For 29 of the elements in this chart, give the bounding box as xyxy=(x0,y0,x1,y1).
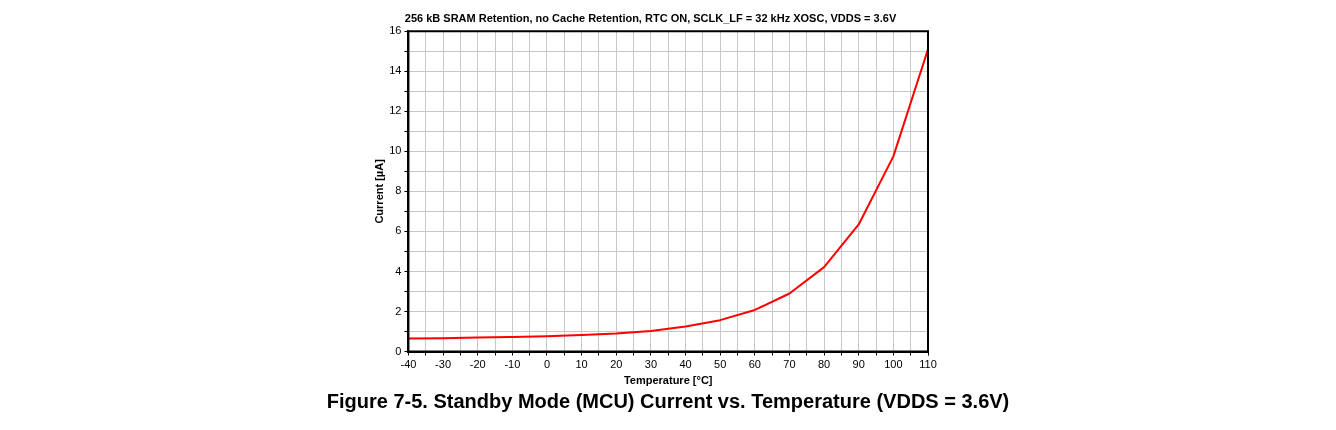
x-tick-label: 30 xyxy=(644,358,658,371)
x-tick-label: 80 xyxy=(817,358,831,371)
y-tick-label: 14 xyxy=(389,64,402,77)
x-tick-label: 60 xyxy=(748,358,761,371)
chart-title: 256 kB SRAM Retention, no Cache Retention, RTC ON, SCLK_LF = 32 kHz XOSC, VDDS = 3.6V xyxy=(404,11,897,24)
y-tick-label: 12 xyxy=(389,104,402,117)
x-tick-label: 110 xyxy=(919,358,937,371)
x-tick-label: 10 xyxy=(575,358,588,371)
y-tick-label: 8 xyxy=(395,184,402,197)
x-tick-label: -40 xyxy=(400,358,417,371)
x-tick-label: -20 xyxy=(469,358,486,371)
x-tick-label: 90 xyxy=(852,358,865,371)
x-axis-title: Temperature [°C] xyxy=(623,374,713,387)
x-tick-label: -30 xyxy=(435,358,452,371)
caption: Figure 7-5. Standby Mode (MCU) Current vs. Temperature (VDDS = 3.6V) xyxy=(325,390,1011,413)
x-tick-label: 70 xyxy=(783,358,796,371)
x-tick-label: 20 xyxy=(610,358,623,371)
y-axis-title: Current [µA] xyxy=(372,158,385,224)
x-tick-label: 0 xyxy=(543,358,551,371)
x-tick-label: 40 xyxy=(679,358,692,371)
y-tick-label: 10 xyxy=(389,144,402,157)
x-tick-label: 100 xyxy=(884,358,903,371)
y-tick-label: 6 xyxy=(395,224,402,237)
y-tick-label: 2 xyxy=(395,304,402,317)
x-tick-label: -10 xyxy=(504,358,521,371)
y-tick-label: 0 xyxy=(395,344,402,357)
y-tick-label: 4 xyxy=(395,264,402,277)
x-tick-label: 50 xyxy=(714,358,727,371)
y-tick-label: 16 xyxy=(389,24,402,37)
